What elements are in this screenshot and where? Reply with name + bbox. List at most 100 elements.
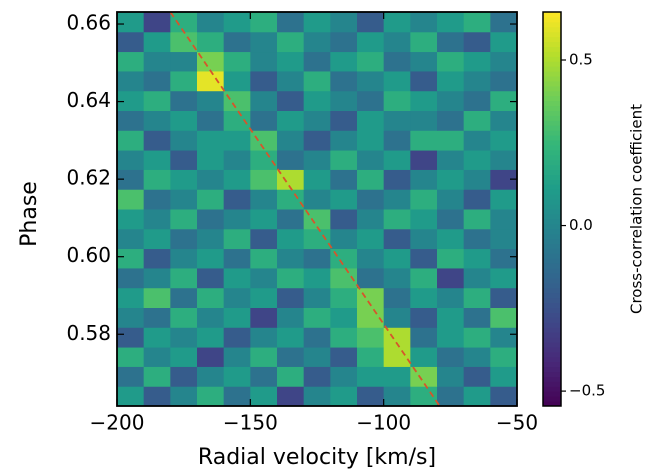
heatmap-cell (277, 228, 305, 250)
heatmap-cell (250, 347, 278, 367)
heatmap-cell (357, 287, 385, 308)
heatmap-cell (117, 70, 145, 92)
heatmap-cell (117, 169, 145, 190)
heatmap (117, 12, 518, 407)
heatmap-cell (463, 347, 491, 367)
heatmap-cell (383, 327, 411, 348)
heatmap-cell (223, 248, 251, 269)
colorbar-step (543, 51, 561, 57)
colorbar-step (543, 307, 561, 313)
heatmap-cell (463, 130, 491, 151)
heatmap-cell (170, 327, 198, 348)
heatmap-cell (330, 209, 358, 230)
colorbar-step (543, 312, 561, 318)
heatmap-cell (170, 248, 198, 269)
heatmap-cell (197, 70, 225, 92)
colorbar-step (543, 228, 561, 235)
heatmap-cell (303, 209, 331, 230)
heatmap-cell (410, 248, 438, 269)
colorbar-step (543, 297, 561, 304)
heatmap-cell (223, 386, 251, 407)
colorbar-step (543, 282, 561, 289)
heatmap-cell (357, 327, 385, 348)
heatmap-cell (437, 366, 465, 387)
heatmap-cell (117, 327, 145, 348)
heatmap-cell (410, 130, 438, 151)
heatmap-cell (303, 150, 331, 170)
heatmap-cell (197, 31, 225, 53)
heatmap-cell (250, 228, 278, 250)
heatmap-cell (410, 287, 438, 308)
heatmap-cell (277, 386, 305, 407)
colorbar-step (543, 184, 561, 190)
heatmap-cell (437, 12, 465, 33)
colorbar-frame (542, 11, 562, 407)
colorbar-tick-label: 0.0 (569, 216, 593, 234)
heatmap-cell (170, 150, 198, 170)
colorbar-step (543, 179, 561, 185)
colorbar-step (543, 322, 561, 328)
heatmap-cell (197, 189, 225, 210)
heatmap-cell (490, 90, 518, 111)
colorbar-tick-label: 0.5 (569, 51, 593, 69)
heatmap-cell (250, 209, 278, 230)
heatmap-cell (330, 90, 358, 111)
heatmap-cell (250, 12, 278, 33)
colorbar-step (543, 268, 561, 274)
colorbar-step (543, 115, 561, 121)
heatmap-cell (277, 90, 305, 111)
colorbar-step (543, 287, 561, 294)
heatmap-cell (223, 209, 251, 230)
heatmap-cell (143, 31, 171, 53)
heatmap-cell (197, 386, 225, 407)
heatmap-cell (250, 327, 278, 348)
heatmap-cell (170, 287, 198, 308)
heatmap-cell (357, 70, 385, 92)
heatmap-cell (490, 12, 518, 33)
heatmap-cell (170, 31, 198, 53)
heatmap-cell (463, 31, 491, 53)
heatmap-cell (170, 130, 198, 151)
heatmap-cell (277, 169, 305, 190)
heatmap-cell (463, 386, 491, 407)
heatmap-cell (117, 209, 145, 230)
heatmap-cell (143, 70, 171, 92)
heatmap-cell (197, 248, 225, 269)
heatmap-cell (170, 189, 198, 210)
heatmap-cell (223, 110, 251, 131)
heatmap-cell (410, 209, 438, 230)
x-axis-label: Radial velocity [km/s] (198, 445, 436, 470)
heatmap-cell (437, 90, 465, 111)
heatmap-cell (303, 70, 331, 92)
heatmap-cell (170, 228, 198, 250)
heatmap-cell (490, 386, 518, 407)
heatmap-cell (437, 189, 465, 210)
heatmap-cell (490, 70, 518, 92)
colorbar-step (543, 159, 561, 166)
heatmap-cell (383, 110, 411, 131)
heatmap-cell (143, 150, 171, 170)
heatmap-cell (463, 70, 491, 92)
heatmap-cell (143, 110, 171, 131)
heatmap-cell (117, 248, 145, 269)
colorbar-step (543, 401, 561, 407)
heatmap-cell (223, 347, 251, 367)
heatmap-cell (143, 347, 171, 367)
heatmap-cell (490, 228, 518, 250)
heatmap-cell (250, 307, 278, 328)
colorbar-step (543, 263, 561, 269)
heatmap-cell (250, 386, 278, 407)
heatmap-cell (277, 366, 305, 387)
heatmap-cell (117, 51, 145, 72)
colorbar-step (543, 337, 561, 343)
heatmap-cell (223, 327, 251, 348)
heatmap-cell (143, 189, 171, 210)
heatmap-cell (303, 189, 331, 210)
colorbar-step (543, 317, 561, 323)
heatmap-cell (223, 366, 251, 387)
heatmap-cell (170, 366, 198, 387)
colorbar-step (543, 95, 561, 102)
colorbar-step (543, 135, 561, 141)
colorbar-step (543, 56, 561, 62)
